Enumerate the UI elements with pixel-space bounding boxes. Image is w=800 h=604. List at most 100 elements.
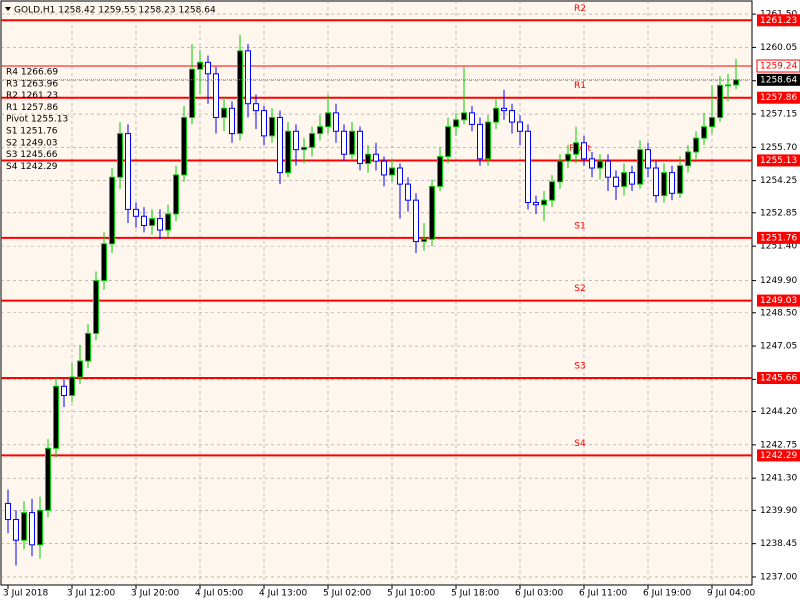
price-label-box (757, 14, 800, 27)
pivot-name: S4 (574, 439, 586, 449)
pivot-name: S2 (574, 284, 585, 294)
price-label: 1242.29 (760, 451, 797, 461)
price-label: 1261.23 (760, 16, 797, 26)
y-tick-label: 1251.40 (760, 242, 797, 252)
price-label-box (757, 294, 800, 307)
candle-body (261, 110, 267, 137)
candle-body (389, 167, 395, 176)
candle-body (181, 116, 187, 176)
candle-body (349, 130, 355, 155)
candle-body (461, 112, 467, 121)
candle-body (277, 116, 283, 174)
x-tick-label: 6 Jul 11:00 (579, 589, 628, 599)
candle-body (45, 447, 51, 511)
candle-body (557, 160, 563, 183)
candle-body (397, 167, 403, 185)
candle-body (37, 509, 43, 546)
price-label: 1259.24 (760, 62, 797, 72)
candle-body (61, 385, 67, 396)
candle-body (429, 185, 435, 240)
price-label-box (757, 91, 800, 104)
candle-body (717, 84, 723, 118)
candle-body (701, 126, 707, 139)
candle-body (677, 165, 683, 194)
candle-body (573, 142, 579, 155)
panel-line: R3 1263.96 (6, 79, 58, 89)
pivot-name: Pivot (569, 144, 592, 154)
candle-body (189, 68, 195, 118)
candle-body (525, 130, 531, 203)
candle-body (221, 107, 227, 118)
candle-body (373, 153, 379, 162)
candle-body (381, 160, 387, 176)
candle-body (29, 512, 35, 546)
panel-line: R2 1261.23 (6, 91, 58, 101)
candle-body (69, 376, 75, 396)
candle-body (357, 130, 363, 164)
price-label: 1251.76 (760, 233, 797, 243)
candle-body (685, 151, 691, 167)
candle-body (253, 103, 259, 112)
y-tick-label: 1249.90 (760, 276, 797, 286)
price-label-box (757, 231, 800, 244)
price-label: 1245.66 (760, 374, 797, 384)
candle-body (325, 112, 331, 128)
price-label: 1255.13 (760, 156, 797, 166)
pivot-name: R1 (574, 81, 586, 91)
y-tick-label: 1252.85 (760, 208, 797, 218)
price-label-box (757, 73, 800, 86)
price-label: 1258.64 (760, 75, 797, 85)
candle-body (93, 280, 99, 334)
menu-arrow[interactable] (5, 7, 11, 11)
pivot-name: S1 (574, 221, 585, 231)
x-tick-label: 3 Jul 2018 (3, 589, 48, 599)
x-tick-label: 5 Jul 18:00 (451, 589, 500, 599)
candle-body (237, 50, 243, 135)
candle-body (213, 73, 219, 118)
candle-body (109, 176, 115, 245)
candle-body (301, 146, 307, 151)
candle-body (645, 149, 651, 169)
price-label: 1257.86 (760, 93, 797, 103)
candle-body (453, 119, 459, 128)
candle-body (149, 218, 155, 226)
candle-body (725, 84, 731, 87)
candle-body (77, 360, 83, 378)
x-tick-label: 6 Jul 19:00 (643, 589, 692, 599)
candle-body (197, 61, 203, 70)
candle-body (125, 133, 131, 210)
candle-body (541, 199, 547, 206)
x-tick-label: 4 Jul 13:00 (259, 589, 308, 599)
candle-body (709, 116, 715, 128)
candle-body (437, 156, 443, 187)
candle-body (205, 61, 211, 75)
y-tick-label: 1237.00 (760, 572, 797, 582)
panel-line: R4 1266.69 (6, 68, 58, 78)
x-tick-label: 3 Jul 12:00 (67, 589, 116, 599)
candle-body (493, 107, 499, 123)
candle-body (621, 172, 627, 187)
candle-body (469, 112, 475, 125)
y-tick-label: 1248.50 (760, 308, 797, 318)
candle-body (405, 183, 411, 201)
y-tick-label: 1254.25 (760, 176, 797, 186)
pivot-name: S3 (574, 362, 585, 372)
candle-body (333, 112, 339, 132)
candle-body (613, 176, 619, 187)
candle-body (157, 218, 163, 231)
y-tick-label: 1244.20 (760, 407, 797, 417)
candle-body (589, 158, 595, 169)
candle-body (5, 502, 11, 521)
candle-body (477, 123, 483, 160)
panel-line: S1 1251.76 (6, 127, 58, 137)
x-tick-label: 6 Jul 03:00 (515, 589, 564, 599)
price-label-box (756, 59, 800, 73)
candle-body (693, 137, 699, 153)
candle-body (341, 130, 347, 155)
panel-line: Pivot 1255.13 (6, 115, 68, 125)
candle-body (141, 215, 147, 226)
y-tick-label: 1255.70 (760, 143, 797, 153)
y-tick-label: 1238.45 (760, 539, 797, 549)
panel-line: R1 1257.86 (6, 103, 58, 113)
